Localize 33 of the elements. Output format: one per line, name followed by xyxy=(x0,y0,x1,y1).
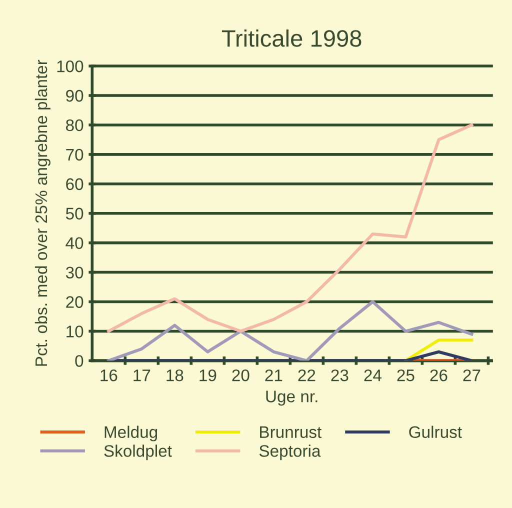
y-tick-label: 70 xyxy=(66,148,84,161)
x-tick-label: 20 xyxy=(232,369,250,382)
y-axis-title: Pct. obs. med over 25% angrebne planter xyxy=(34,60,50,366)
x-tick-label: 18 xyxy=(166,369,184,382)
y-tick-label: 80 xyxy=(66,119,84,132)
legend-label: Brunrust xyxy=(260,426,322,438)
chart-title: Triticale 1998 xyxy=(222,29,362,47)
x-tick-label: 25 xyxy=(397,369,414,382)
x-tick-label: 21 xyxy=(265,369,282,382)
y-tick-label: 0 xyxy=(75,355,84,367)
y-tick-label: 40 xyxy=(66,237,84,250)
y-tick-label: 90 xyxy=(66,90,84,102)
legend-label: Skoldplet xyxy=(104,444,172,460)
y-tick-label: 50 xyxy=(66,208,84,220)
y-tick-label: 100 xyxy=(57,60,84,72)
x-axis-title: Uge nr. xyxy=(266,390,318,406)
x-tick-label: 16 xyxy=(100,369,118,382)
y-tick-label: 10 xyxy=(66,326,84,338)
x-tick-label: 17 xyxy=(134,370,150,382)
x-tick-label: 26 xyxy=(430,369,448,382)
legend-label: Septoria xyxy=(259,444,321,460)
line-series xyxy=(107,300,474,361)
legend-label: Meldug xyxy=(104,426,158,442)
x-tick-label: 23 xyxy=(331,369,348,382)
x-tick-label: 27 xyxy=(463,369,480,382)
line-series xyxy=(107,123,474,333)
x-tick-label: 19 xyxy=(200,369,216,382)
y-tick-label: 60 xyxy=(66,178,84,190)
legend-label: Gulrust xyxy=(409,426,462,438)
x-tick-label: 22 xyxy=(298,369,316,382)
y-tick-label: 30 xyxy=(66,266,84,278)
y-tick-label: 20 xyxy=(66,296,84,308)
x-tick-label: 24 xyxy=(364,369,382,382)
